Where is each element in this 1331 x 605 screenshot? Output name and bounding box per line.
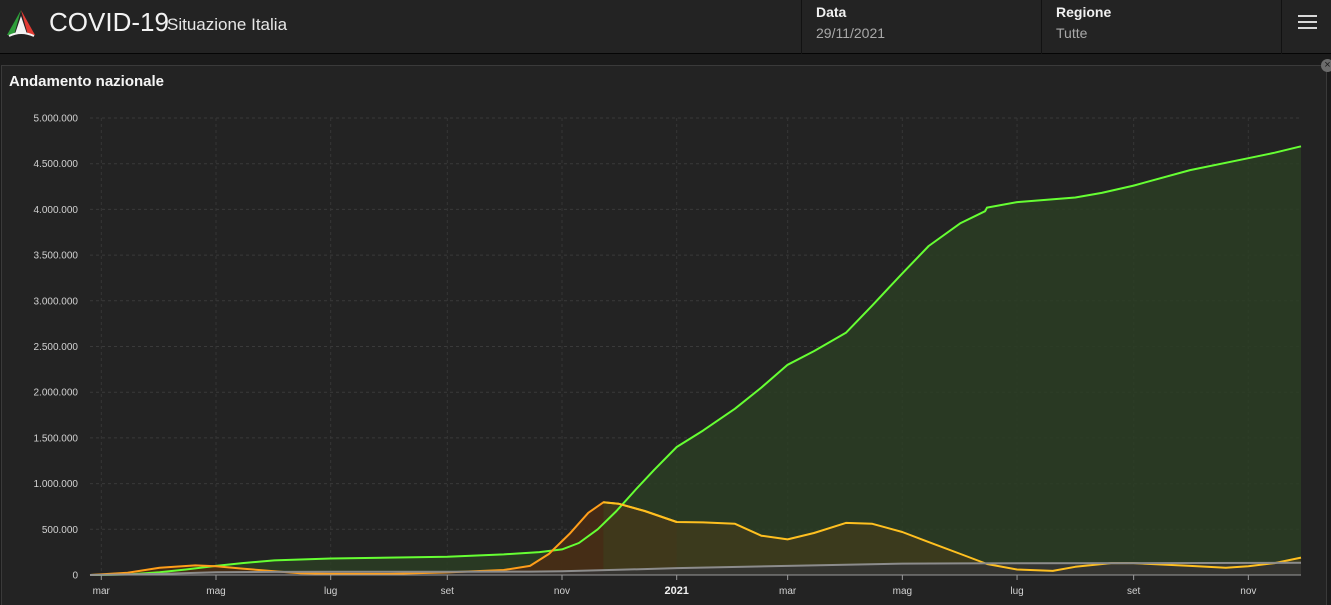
axes: 0 500.000 1.000.000 1.500.000 2.000.000 2.500… [34, 114, 1301, 597]
y-tick-label: 0 [72, 571, 78, 582]
close-icon[interactable]: × [1321, 59, 1331, 72]
x-tick-label: set [1127, 586, 1141, 597]
x-tick-label: nov [1240, 586, 1256, 597]
app-title: COVID-19 [49, 7, 169, 37]
series-line-3 [89, 561, 1302, 576]
y-tick-label: 2.000.000 [34, 388, 79, 399]
x-tick-label: mar [779, 586, 797, 597]
series-area-2 [603, 502, 1301, 575]
y-tick-label: 5.000.000 [34, 114, 79, 125]
x-tick-label: mar [93, 586, 111, 597]
region-selector[interactable]: Regione Tutte [1041, 0, 1281, 54]
x-tick-label: 2021 [664, 585, 688, 597]
series-line-1 [89, 501, 678, 576]
x-tick-label: mag [206, 586, 225, 597]
x-tick-label: lug [324, 586, 337, 597]
app-subtitle: Situazione Italia [167, 15, 288, 34]
series-line-2 [603, 501, 1302, 572]
region-value[interactable]: Tutte [1056, 25, 1088, 41]
y-tick-label: 1.500.000 [34, 433, 79, 444]
italy-logo-icon [7, 10, 35, 37]
series-lines [89, 145, 1302, 576]
y-tick-label: 3.000.000 [34, 296, 79, 307]
series-areas [90, 146, 1301, 576]
x-tick-label: lug [1010, 586, 1023, 597]
x-tick-label: set [441, 586, 455, 597]
series-line-0 [89, 145, 1302, 576]
y-tick-label: 1.000.000 [34, 479, 79, 490]
hamburger-icon[interactable] [1281, 0, 1331, 54]
date-value[interactable]: 29/11/2021 [816, 25, 886, 41]
top-bar: COVID-19 Situazione Italia Data 29/11/20… [0, 0, 1331, 54]
panel-title: Andamento nazionale [9, 73, 165, 90]
y-tick-label: 4.000.000 [34, 205, 79, 216]
x-tick-label: mag [893, 586, 912, 597]
date-selector[interactable]: Data 29/11/2021 [801, 0, 1041, 54]
date-label: Data [816, 4, 847, 20]
y-tick-label: 3.500.000 [34, 251, 79, 262]
series-area-0 [90, 146, 1301, 576]
y-tick-label: 2.500.000 [34, 342, 79, 353]
y-tick-label: 4.500.000 [34, 159, 79, 170]
x-tick-label: nov [554, 586, 570, 597]
y-tick-label: 500.000 [42, 525, 79, 536]
region-label: Regione [1056, 4, 1112, 20]
